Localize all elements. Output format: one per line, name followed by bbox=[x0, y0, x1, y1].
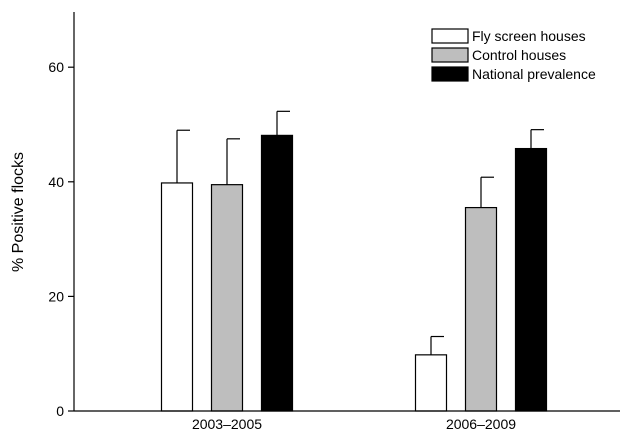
y-tick-label: 0 bbox=[56, 403, 64, 419]
axes-layer bbox=[73, 12, 620, 412]
legend-label: National prevalence bbox=[472, 66, 596, 82]
legend-swatch bbox=[431, 28, 469, 44]
x-ticks-layer: 2003–2005 2006–2009 bbox=[192, 416, 516, 432]
y-ticks-layer: 0 20 40 60 bbox=[48, 59, 74, 419]
y-tick-label: 40 bbox=[48, 174, 64, 190]
error-bars-layer bbox=[176, 110, 544, 355]
y-tick-label: 20 bbox=[48, 288, 64, 304]
legend-swatch bbox=[431, 47, 469, 63]
bar bbox=[210, 184, 244, 412]
bar bbox=[514, 147, 548, 412]
y-axis-title: % Positive flocks bbox=[10, 152, 27, 272]
y-tick-label: 60 bbox=[48, 59, 64, 75]
legend-label: Control houses bbox=[472, 47, 566, 63]
bar bbox=[160, 182, 194, 412]
legend-label: Fly screen houses bbox=[472, 28, 586, 44]
x-tick-label: 2006–2009 bbox=[446, 416, 516, 432]
bar bbox=[464, 206, 498, 412]
bar bbox=[414, 354, 448, 412]
bar bbox=[260, 134, 294, 412]
x-tick-label: 2003–2005 bbox=[192, 416, 262, 432]
legend-swatch bbox=[431, 66, 469, 82]
legend: Fly screen houses Control houses National … bbox=[431, 28, 596, 82]
